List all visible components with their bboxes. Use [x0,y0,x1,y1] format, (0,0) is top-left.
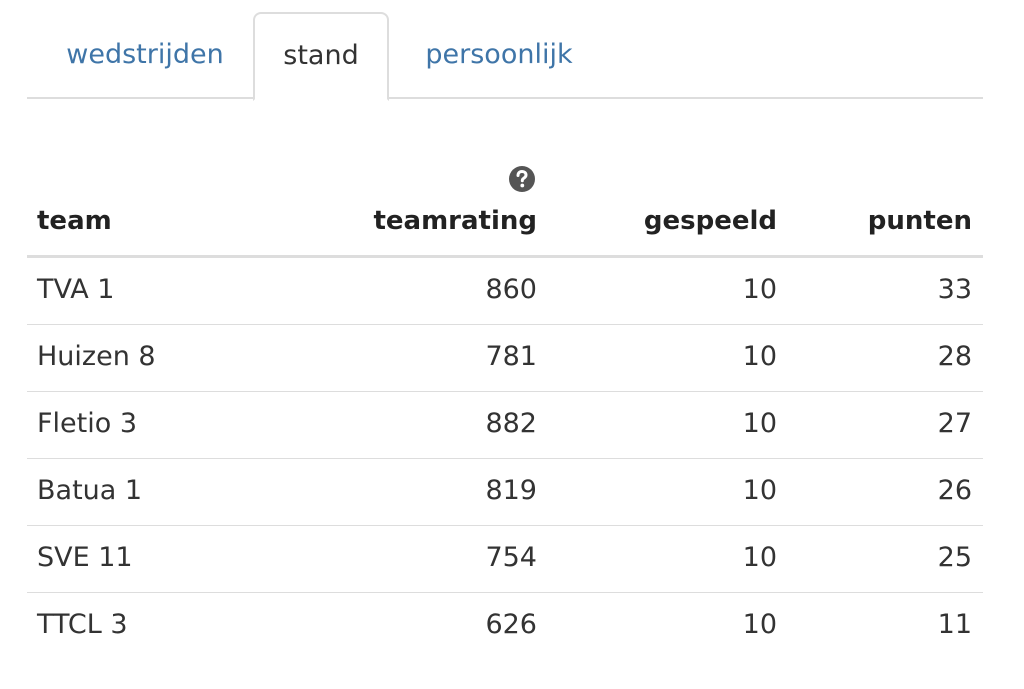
cell-gespeeld: 10 [742,542,777,573]
cell-punten: 11 [937,609,972,640]
table-row: TVA 1 860 10 33 [27,258,983,325]
header-team[interactable]: team [37,206,112,236]
cell-teamrating: 754 [485,542,537,573]
cell-gespeeld: 10 [742,475,777,506]
cell-punten: 28 [937,341,972,372]
cell-teamrating: 819 [485,475,537,506]
cell-team: Huizen 8 [37,341,156,372]
table-row: SVE 11 754 10 25 [27,526,983,593]
standings-panel: wedstrijden stand persoonlijk team teamr… [27,0,983,640]
header-gespeeld[interactable]: gespeeld [643,206,777,236]
header-punten[interactable]: punten [867,206,972,236]
table-row: Fletio 3 882 10 27 [27,392,983,459]
cell-team: TVA 1 [37,274,115,305]
cell-punten: 26 [937,475,972,506]
table-header: team teamrating gespeeld punten [27,200,983,258]
cell-team: Batua 1 [37,475,143,506]
cell-teamrating: 626 [485,609,537,640]
cell-gespeeld: 10 [742,274,777,305]
tab-stand[interactable]: stand [253,12,389,101]
cell-teamrating: 781 [485,341,537,372]
cell-team: TTCL 3 [37,609,128,640]
cell-punten: 25 [937,542,972,573]
table-row: Huizen 8 781 10 28 [27,325,983,392]
cell-teamrating: 882 [485,408,537,439]
header-teamrating[interactable]: teamrating [373,206,537,236]
tab-wedstrijden[interactable]: wedstrijden [66,39,224,70]
cell-gespeeld: 10 [742,609,777,640]
question-circle-icon[interactable] [507,164,537,194]
cell-team: SVE 11 [37,542,133,573]
table-body: TVA 1 860 10 33 Huizen 8 781 10 28 Fleti… [27,258,983,660]
cell-gespeeld: 10 [742,341,777,372]
table-row: TTCL 3 626 10 11 [27,593,983,660]
cell-team: Fletio 3 [37,408,138,439]
tab-persoonlijk[interactable]: persoonlijk [425,39,573,70]
cell-teamrating: 860 [485,274,537,305]
cell-gespeeld: 10 [742,408,777,439]
cell-punten: 33 [937,274,972,305]
tab-bar: wedstrijden stand persoonlijk [27,0,983,101]
table-row: Batua 1 819 10 26 [27,459,983,526]
cell-punten: 27 [937,408,972,439]
